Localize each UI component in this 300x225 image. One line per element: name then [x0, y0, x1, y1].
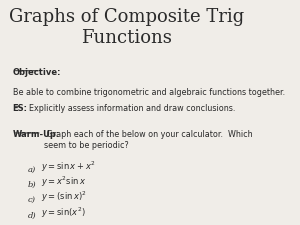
Text: Explicitly assess information and draw conclusions.: Explicitly assess information and draw c…	[25, 104, 236, 112]
Text: Objective:: Objective:	[13, 68, 61, 77]
Text: $y = x^2 \sin x$: $y = x^2 \sin x$	[41, 175, 86, 189]
Text: Warm-Up:: Warm-Up:	[13, 130, 60, 139]
Text: Graph each of the below on your calculator.  Which
seem to be periodic?: Graph each of the below on your calculat…	[44, 130, 253, 150]
Text: b): b)	[28, 181, 36, 189]
Text: d): d)	[28, 212, 36, 220]
Text: $y = \sin x + x^2$: $y = \sin x + x^2$	[41, 159, 96, 174]
Text: c): c)	[28, 196, 35, 204]
Text: Graphs of Composite Trig
Functions: Graphs of Composite Trig Functions	[9, 8, 244, 47]
Text: a): a)	[28, 166, 36, 174]
Text: ES:: ES:	[13, 104, 28, 112]
Text: $y = \sin(x^2)$: $y = \sin(x^2)$	[41, 205, 86, 220]
Text: Be able to combine trigonometric and algebraic functions together.: Be able to combine trigonometric and alg…	[13, 88, 285, 97]
Text: $y = (\sin x)^2$: $y = (\sin x)^2$	[41, 190, 87, 204]
